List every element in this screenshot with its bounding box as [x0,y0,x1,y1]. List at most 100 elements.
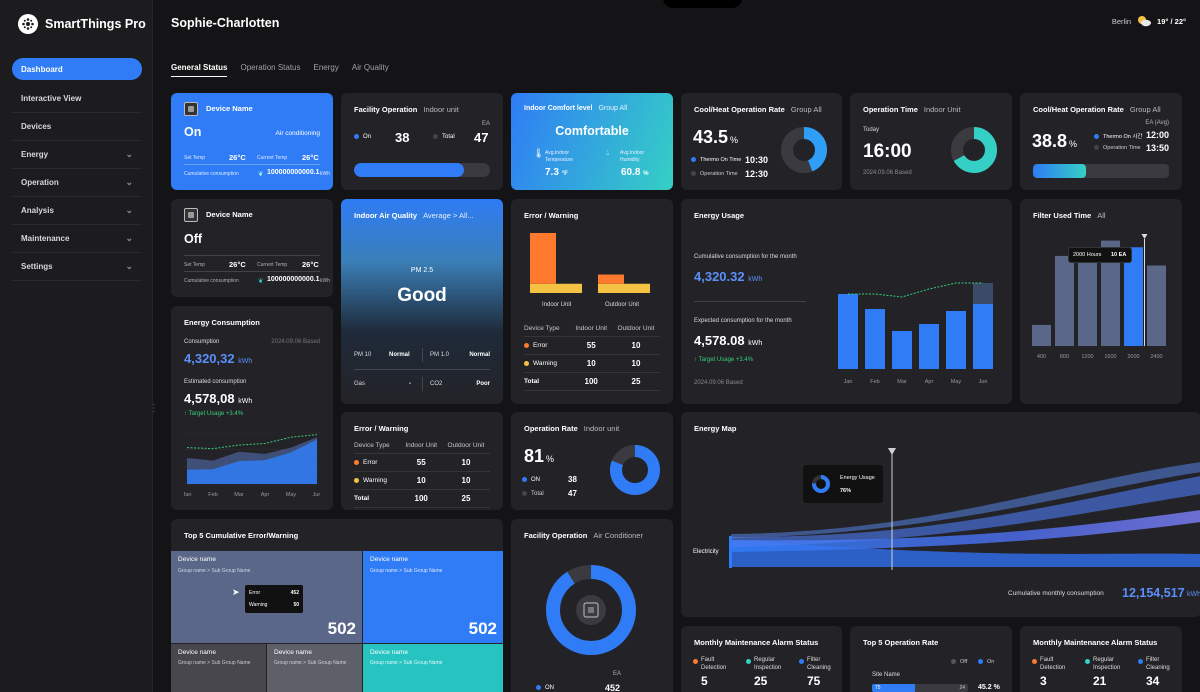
filter-time-chart: 400 800 1200 1600 2000 2400 [1032,234,1166,360]
sidebar-item-label: Operation [21,178,59,187]
tab-general-status[interactable]: General Status [171,63,228,77]
treemap-tile-2[interactable]: Device name Group name > Sub Group Name … [363,551,503,643]
sidebar-item-maintenance[interactable]: Maintenance ⌄ [12,225,142,253]
weather-widget: Berlin 19° / 22° [1111,16,1186,27]
x-tick-label: 1200 [1081,354,1093,360]
bar-apr[interactable] [919,324,939,369]
energy-usage-card[interactable]: Energy Usage Cumulative consumption for … [681,199,1012,404]
maintenance-alarm-card-2[interactable]: Monthly Maintenance Alarm Status Fault De… [1020,626,1182,692]
bar-2000[interactable] [1124,247,1143,346]
temp-high: 19° [1157,16,1169,26]
maintenance-alarm-card[interactable]: Monthly Maintenance Alarm Status Fault De… [681,626,842,692]
bar-jun[interactable] [973,304,993,369]
rate-progress-bar [1033,164,1169,178]
tooltip-error: 452 [290,590,299,596]
resize-handle[interactable]: ⋮ [149,403,159,414]
air-quality-card[interactable]: Indoor Air Quality Average > All... PM 2.… [341,199,503,404]
comfort-level-card[interactable]: Indoor Comfort level Group All Comfortabl… [511,93,673,190]
bar-1200[interactable] [1078,255,1097,346]
device-mode: Air conditioning [275,130,320,137]
x-tick-label: Mar [234,492,244,498]
x-tick-label: Feb [870,379,879,385]
treemap-tile-5[interactable]: Device name Group name > Sub Group Name [363,644,503,692]
bar-1600[interactable] [1101,240,1120,346]
highlight-marker [1141,234,1148,239]
card-title: Top 5 Cumulative Error/Warning [184,531,299,540]
error-warning-card-2[interactable]: Error / Warning Device Type Indoor Unit Ou… [341,412,503,510]
x-tick-label: Apr [261,492,270,498]
operation-rate-card[interactable]: Operation Rate Indoor unit 81% ON 38 Tota… [511,412,673,510]
sidebar-item-settings[interactable]: Settings ⌄ [12,253,142,281]
bar-jan[interactable] [838,294,858,369]
co2-value: Poor [476,381,490,387]
facility-operation-card-2[interactable]: Facility Operation Air Conditioner EA ON … [511,519,673,692]
tile-value: 502 [327,619,356,638]
chevron-down-icon: ⌄ [125,149,133,159]
device-card-off[interactable]: Device Name Off Set Temp 26°C Current Te… [171,199,333,297]
card-title: Energy Map [694,424,737,433]
city-label: Berlin [1111,16,1132,26]
bar-may[interactable] [946,311,966,369]
row-label: Error [533,342,548,349]
alarm-label-1: Regular [754,657,776,663]
sidebar-item-analysis[interactable]: Analysis ⌄ [12,197,142,225]
bar-error-1[interactable] [598,274,624,284]
temp-low: 22° [1174,16,1186,26]
alarm-label-2: Inspection [1093,665,1121,671]
column-header: Device Type [524,321,571,337]
cell-indoor: 55 [400,453,442,472]
table-row: Error 55 10 [354,453,490,472]
top5-operation-card[interactable]: Top 5 Operation Rate Off On Site Name 75… [850,626,1012,692]
bar-feb[interactable] [865,309,885,369]
tile-group: Group name > Sub Group Name [178,568,251,574]
device-card-on[interactable]: Device Name On Air conditioning Set Temp… [171,93,333,190]
filter-used-time-card[interactable]: Filter Used Time All 400 800 1200 1600 2000 24… [1020,199,1182,404]
tab-air-quality[interactable]: Air Quality [351,63,389,72]
energy-consumption-card[interactable]: Energy Consumption Consumption 2024.09.0… [171,306,333,510]
bar-800[interactable] [1055,255,1074,346]
site-name: Site Name [872,672,901,678]
tile-name: Device name [370,556,408,563]
alarm-value: 3 [1040,674,1047,688]
error-warning-card[interactable]: Error / Warning Indoor Unit Outdoor Unit… [511,199,673,404]
cool-heat-rate-card[interactable]: Cool/Heat Operation Rate Group All 43.5% … [681,93,842,190]
cell-indoor: 10 [570,354,612,373]
sidebar-item-energy[interactable]: Energy ⌄ [12,141,142,169]
energy-map-card[interactable]: Energy Map Energy Usage 76% Electricity … [681,412,1200,617]
bar-2400[interactable] [1147,265,1166,347]
treemap-tile-1[interactable]: Device name Group name > Sub Group Name … [171,551,362,643]
operation-time-card[interactable]: Operation Time Indoor Unit Today 16:00 20… [850,93,1012,190]
facility-operation-card[interactable]: Facility Operation Indoor unit EA On 38 T… [341,93,503,190]
top5-error-card[interactable]: Top 5 Cumulative Error/Warning Device na… [171,519,503,692]
treemap-tile-4[interactable]: Device name Group name > Sub Group Name [267,644,362,692]
cool-heat-rate-card-2[interactable]: Cool/Heat Operation Rate Group All EA (Av… [1020,93,1182,190]
bar-mar[interactable] [892,331,912,369]
alarm-label-2: Detection [701,665,727,671]
tooltip-error-label: Error [249,590,261,596]
bar-warning-0[interactable] [530,283,582,293]
tab-energy[interactable]: Energy [313,63,339,72]
bar-warning-1[interactable] [598,283,650,293]
sidebar-item-operation[interactable]: Operation ⌄ [12,169,142,197]
bar-error-0[interactable] [530,233,556,284]
sidebar-item-devices[interactable]: Devices [12,113,142,141]
device-state: Off [184,232,203,246]
sidebar-item-dashboard[interactable]: Dashboard [12,58,142,80]
energy-map-flow [729,448,1200,570]
column-header: Outdoor Unit [441,438,490,454]
brand[interactable]: SmartThings Pro [18,14,146,34]
expected-line [848,282,983,298]
rate-value: 38.8 [1032,131,1068,151]
energy-usage-donut [812,475,830,493]
tab-operation-status[interactable]: Operation Status [240,63,301,72]
bar-400[interactable] [1032,324,1051,346]
status-dot [746,659,751,664]
row-label: Warning [363,477,387,484]
cumulative-label: Cumulative consumption for the month [694,254,797,260]
cell-indoor: 100 [570,372,612,391]
treemap-tile-3[interactable]: Device name Group name > Sub Group Name [171,644,266,692]
operation-rate-donut [781,127,827,173]
energy-consumption-chart: Jan Feb Mar Apr May Jun [184,432,320,498]
sidebar-item-interactive-view[interactable]: Interactive View [12,85,142,113]
on-label: On [987,659,995,665]
